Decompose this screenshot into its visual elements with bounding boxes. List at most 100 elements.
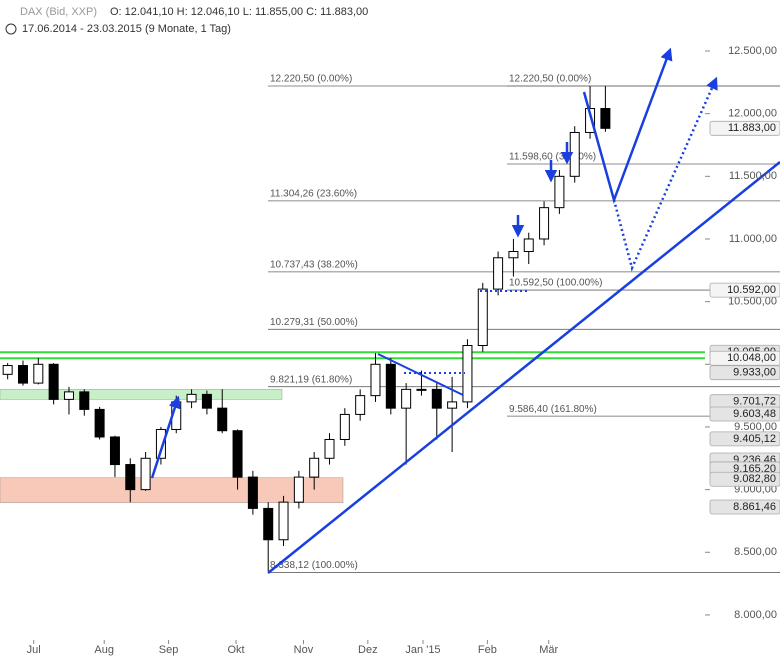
fib-label: 10.737,43 (38.20%): [270, 260, 358, 271]
candle-body: [263, 507, 274, 541]
x-tick-label: Jan '15: [405, 644, 440, 656]
fib-label: 9.821,19 (61.80%): [270, 374, 352, 385]
y-tick-label: 8.000,00: [734, 609, 777, 621]
fib-label: 10.592,50 (100.00%): [509, 278, 602, 289]
price-box: [709, 120, 780, 136]
candle-body: [431, 388, 442, 409]
candle-body: [217, 407, 228, 432]
candle-body: [140, 457, 151, 491]
candle-body: [508, 251, 519, 259]
price-label: 8.861,46: [733, 501, 776, 513]
candle-body: [63, 391, 74, 400]
x-tick-label: Nov: [294, 644, 314, 656]
x-tick-label: Aug: [94, 644, 114, 656]
price-label: 9.701,72: [733, 396, 776, 408]
candle-body: [33, 363, 44, 384]
x-tick-label: Jul: [27, 644, 41, 656]
candle-body: [539, 207, 550, 240]
fib-label: 12.220,50 (0.00%): [509, 74, 591, 85]
fib-label: 11.598,60 (38.20%): [509, 152, 596, 163]
annotations: [150, 47, 780, 574]
x-tick-label: Sep: [159, 644, 179, 656]
candle-body: [79, 391, 90, 410]
price-box: [709, 471, 780, 487]
zone: [0, 389, 283, 400]
candle-body: [278, 501, 289, 541]
fib-label: 8.338,12 (100.00%): [270, 560, 358, 571]
price-label: 9.405,12: [733, 433, 776, 445]
date-range: 17.06.2014 - 23.03.2015 (9 Monate, 1 Tag…: [22, 23, 231, 35]
y-tick-label: 10.500,00: [728, 296, 777, 308]
trend-arrow: [150, 395, 181, 479]
candle-body: [94, 408, 105, 438]
candle-body: [462, 345, 473, 403]
price-label: 10.048,00: [727, 352, 776, 364]
candle-body: [569, 131, 580, 177]
y-tick-label: 11.500,00: [729, 170, 777, 182]
y-tick-label: 12.500,00: [728, 45, 777, 57]
candle-body: [600, 108, 611, 129]
instrument-name: DAX (Bid, XXP): [20, 6, 97, 18]
candle-body: [477, 288, 488, 347]
price-box: [709, 282, 780, 298]
main-layer: [2, 86, 611, 572]
candle-body: [201, 393, 212, 409]
x-tick-label: Dez: [358, 644, 378, 656]
candle-body: [2, 365, 13, 375]
candle-body: [493, 257, 504, 290]
header: DAX (Bid, XXP) O: 12.041,10 H: 12.046,10…: [5, 6, 368, 35]
y-tick-label: 9.500,00: [734, 421, 777, 433]
trend-line: [267, 161, 780, 574]
candle-body: [370, 363, 381, 397]
price-label: 9.165,20: [733, 463, 776, 475]
candle-body: [554, 175, 565, 209]
fib-label: 10.279,31 (50.00%): [270, 317, 358, 328]
x-tick-label: Feb: [478, 644, 497, 656]
x-tick-label: Mär: [539, 644, 558, 656]
candle-body: [324, 438, 335, 459]
candle-body: [523, 238, 534, 253]
y-tick-label: 11.000,00: [729, 233, 777, 245]
candle-body: [355, 395, 366, 415]
candle-body: [232, 430, 243, 478]
price-label: 9.603,48: [733, 408, 776, 420]
clock-icon: [5, 23, 17, 35]
price-label: 11.883,00: [728, 122, 776, 134]
candle-body: [293, 476, 304, 503]
price-label: 9.933,00: [733, 367, 776, 379]
candle-body: [339, 413, 350, 440]
ohlc-text: O: 12.041,10 H: 12.046,10 L: 11.855,00 C…: [110, 6, 368, 18]
candle-body: [186, 393, 197, 403]
price-label: 9.082,80: [733, 473, 776, 485]
candle-body: [416, 388, 427, 391]
scenario-arrow-dotted: [612, 76, 718, 272]
candle-body: [155, 428, 166, 459]
zone: [0, 477, 344, 504]
candle-body: [309, 457, 320, 478]
price-box: [709, 406, 780, 422]
fib-label: 12.220,50 (0.00%): [270, 74, 352, 85]
price-box: [709, 431, 780, 447]
candle-body: [385, 363, 396, 409]
candle-body: [109, 436, 120, 466]
candle-body: [48, 363, 59, 400]
price-box: [709, 499, 780, 515]
candle-body: [401, 388, 412, 409]
candle-body: [247, 476, 258, 509]
candle-body: [125, 464, 136, 491]
candle-body: [585, 108, 596, 133]
y-tick-label: 12.000,00: [728, 108, 777, 120]
wedge-line: [377, 353, 464, 396]
price-box: [709, 350, 780, 366]
price-label: 10.592,00: [727, 284, 776, 296]
y-tick-label: 8.500,00: [734, 546, 777, 558]
background-layer: 12.220,50 (0.00%) 11.304,26 (23.60%) 10.73…: [0, 74, 780, 573]
fib-label: 9.586,40 (161.80%): [509, 404, 597, 415]
axis-layer: 8.000,008.500,009.000,009.500,0010.000,0…: [27, 45, 780, 656]
x-tick-label: Okt: [227, 644, 244, 656]
fib-label: 11.304,26 (23.60%): [270, 188, 357, 199]
candle-body: [447, 401, 458, 409]
candle-body: [17, 365, 28, 384]
